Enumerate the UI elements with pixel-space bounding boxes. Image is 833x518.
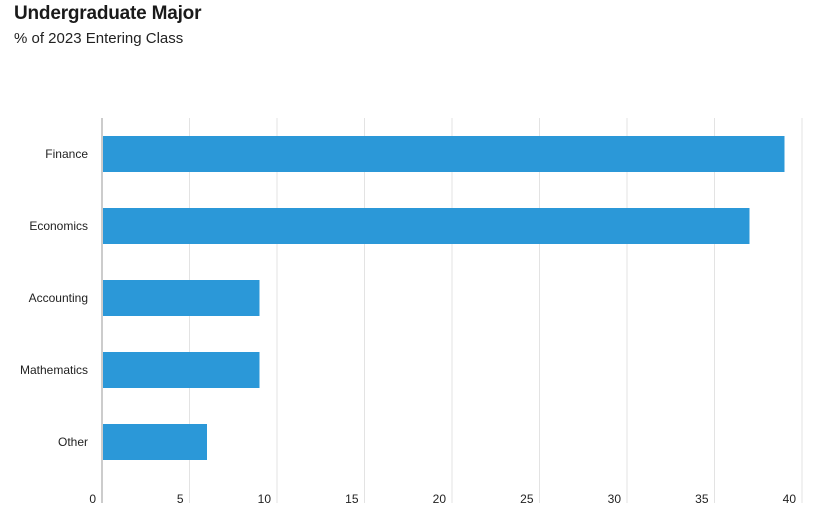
bars — [103, 136, 785, 460]
category-label: Other — [58, 435, 88, 449]
x-tick-label: 20 — [433, 492, 447, 506]
x-tick-label: 10 — [258, 492, 272, 506]
bar — [103, 280, 260, 316]
chart-title: Undergraduate Major — [14, 3, 202, 24]
category-label: Accounting — [29, 291, 88, 305]
chart-subtitle: % of 2023 Entering Class — [14, 30, 184, 47]
category-label: Economics — [29, 219, 88, 233]
grid-lines — [189, 118, 803, 503]
category-label: Finance — [45, 147, 88, 161]
bar — [103, 208, 750, 244]
x-tick-label: 25 — [520, 492, 534, 506]
x-axis-tick-labels: 0 5 10 15 20 25 30 35 40 — [89, 492, 796, 506]
x-tick-label: 0 — [89, 492, 96, 506]
category-label: Mathematics — [20, 363, 88, 377]
category-labels: Finance Economics Accounting Mathematics Oth… — [20, 147, 88, 449]
x-tick-label: 15 — [345, 492, 359, 506]
bar — [103, 424, 207, 460]
bar — [103, 136, 785, 172]
x-tick-label: 35 — [695, 492, 709, 506]
x-tick-label: 5 — [177, 492, 184, 506]
x-tick-label: 30 — [608, 492, 622, 506]
bar — [103, 352, 260, 388]
x-tick-label: 40 — [783, 492, 797, 506]
